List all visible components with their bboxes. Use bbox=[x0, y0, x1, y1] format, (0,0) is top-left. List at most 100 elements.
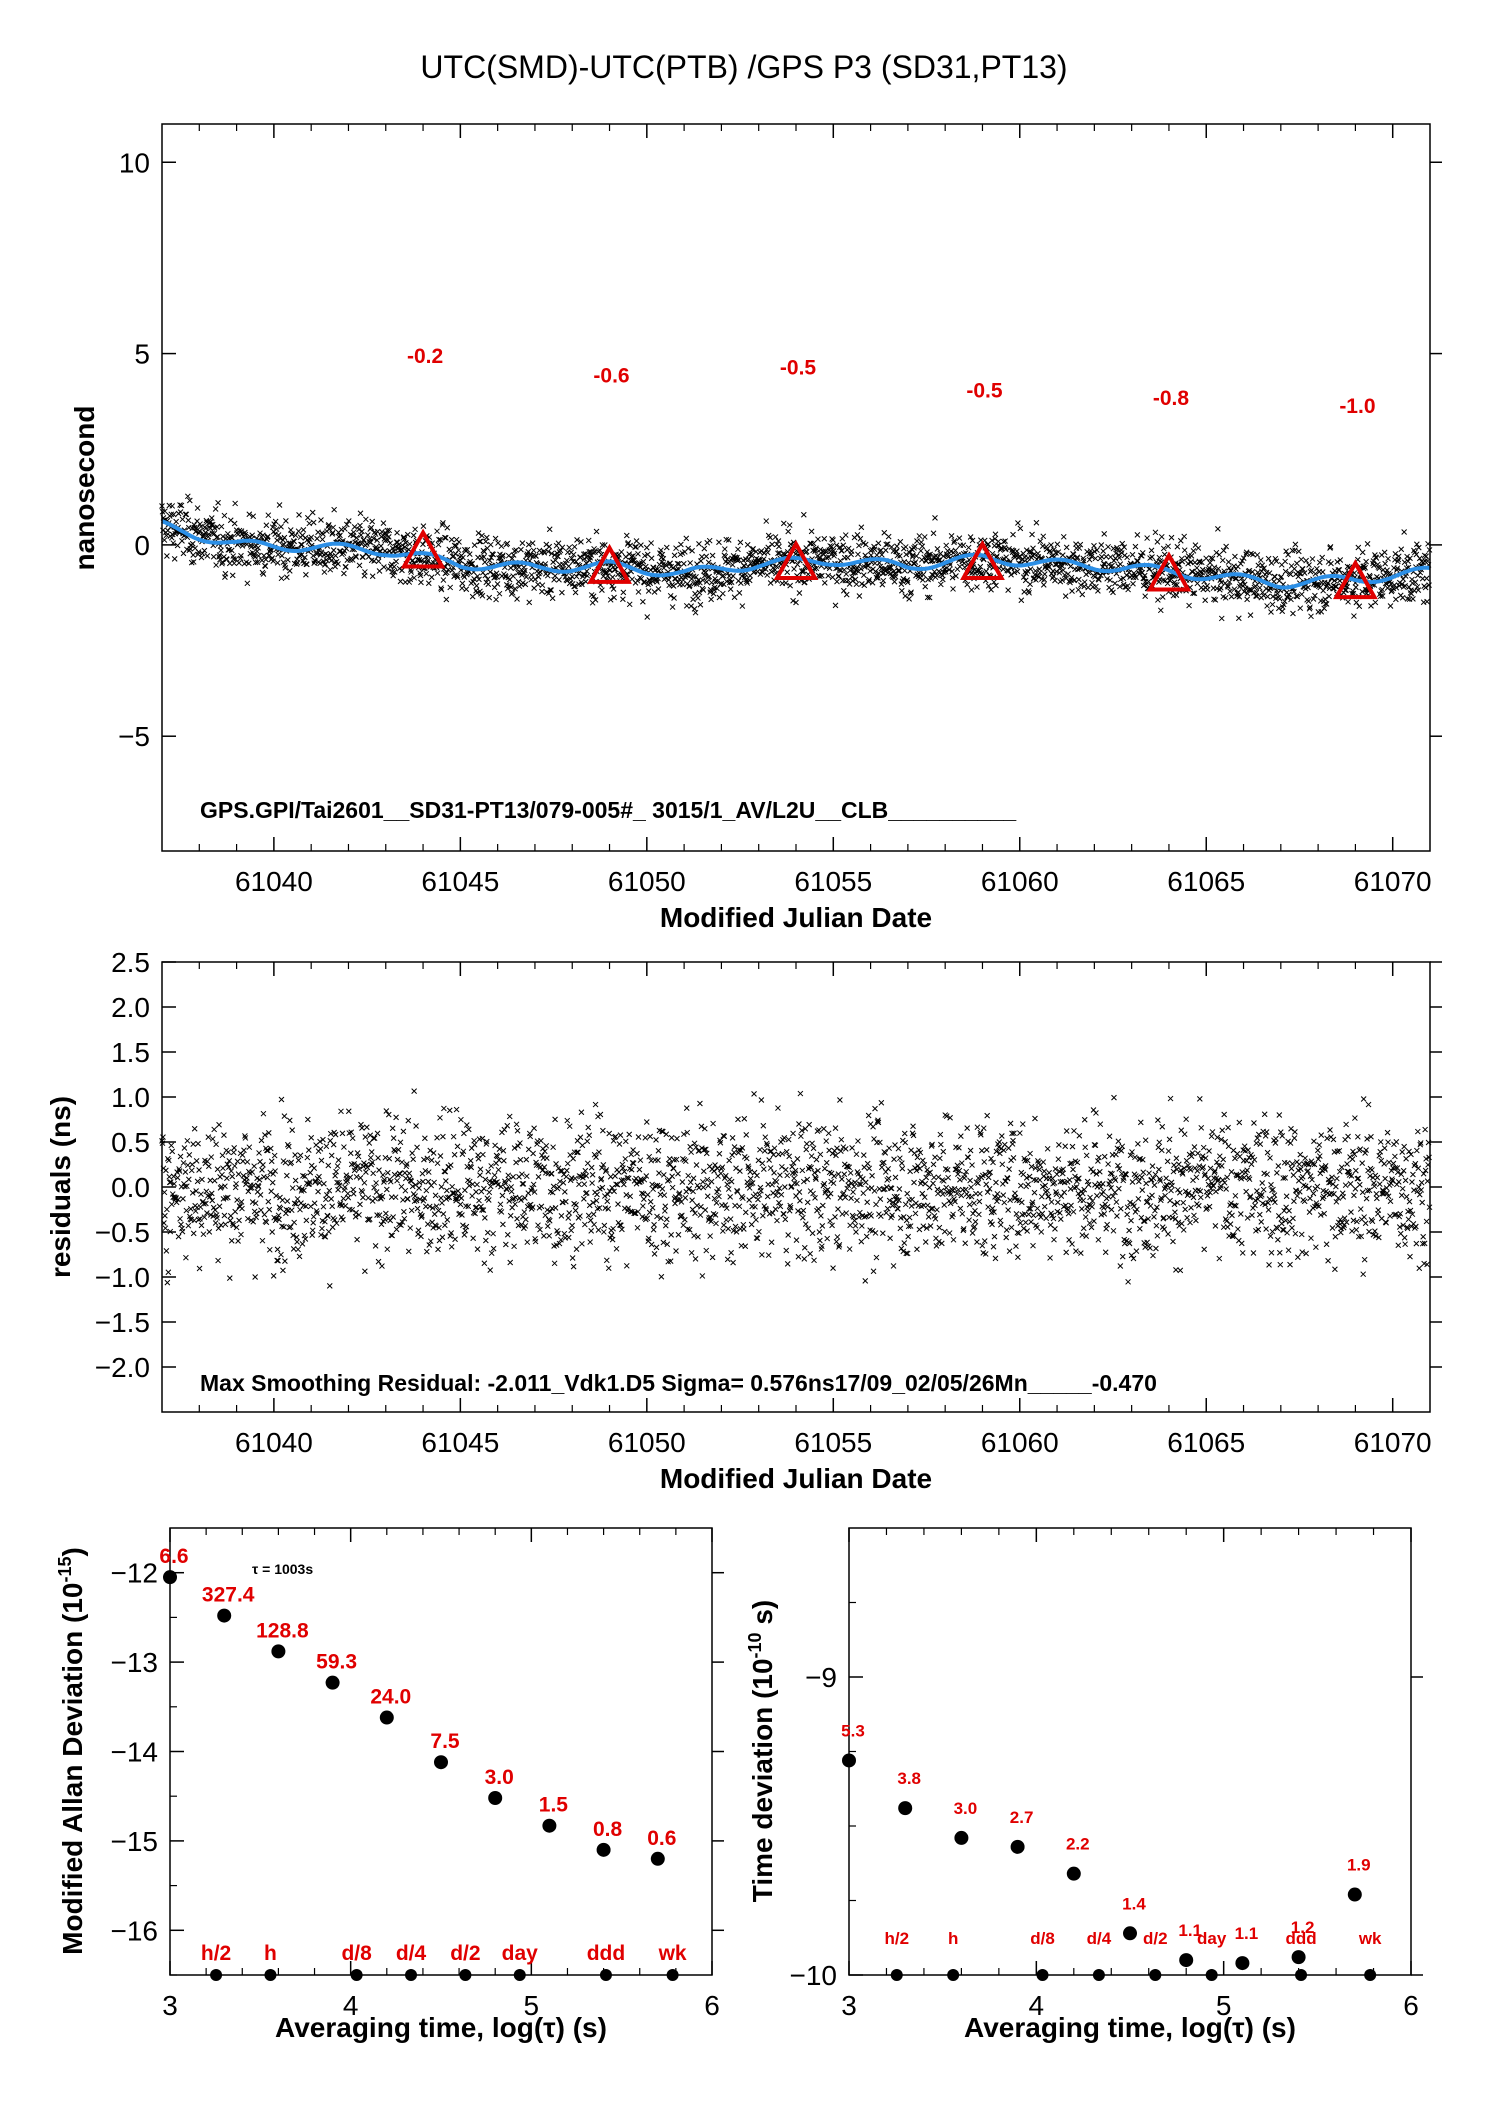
residual-point bbox=[585, 1124, 592, 1131]
residual-point bbox=[1252, 1202, 1258, 1209]
data-point bbox=[937, 581, 944, 588]
residual-point bbox=[824, 1186, 831, 1193]
data-point bbox=[775, 550, 781, 557]
data-point bbox=[535, 581, 541, 588]
data-point bbox=[1218, 615, 1225, 622]
residual-point bbox=[797, 1090, 804, 1097]
data-point bbox=[1112, 580, 1118, 587]
data-point bbox=[493, 596, 499, 603]
residual-point bbox=[462, 1187, 468, 1194]
residual-point bbox=[232, 1208, 239, 1215]
data-point bbox=[408, 569, 415, 575]
data-point bbox=[1268, 609, 1274, 615]
residual-point bbox=[256, 1176, 263, 1183]
residual-point bbox=[1187, 1219, 1193, 1226]
data-point bbox=[335, 561, 341, 567]
data-point bbox=[1142, 593, 1149, 600]
residual-point bbox=[1171, 1162, 1177, 1168]
data-point bbox=[825, 572, 832, 579]
data-point bbox=[545, 548, 552, 555]
residual-point bbox=[850, 1189, 856, 1195]
residual-point bbox=[295, 1157, 302, 1164]
residual-point bbox=[890, 1263, 897, 1269]
residual-point bbox=[296, 1253, 303, 1260]
residual-point bbox=[570, 1263, 577, 1270]
data-point bbox=[620, 596, 626, 603]
data-point bbox=[544, 572, 551, 579]
data-point bbox=[209, 521, 216, 528]
residual-point bbox=[374, 1130, 381, 1137]
data-point bbox=[848, 548, 855, 555]
data-point bbox=[1319, 569, 1326, 575]
data-point bbox=[320, 531, 326, 537]
residual-point bbox=[432, 1192, 439, 1199]
data-point bbox=[722, 553, 729, 560]
data-point bbox=[575, 570, 582, 577]
residual-point bbox=[1244, 1167, 1250, 1174]
data-point bbox=[406, 541, 413, 547]
residual-point bbox=[375, 1258, 382, 1265]
data-point bbox=[1292, 541, 1299, 548]
data-point bbox=[420, 541, 426, 548]
data-point bbox=[730, 573, 736, 579]
residual-point bbox=[1041, 1203, 1048, 1210]
residual-point bbox=[640, 1203, 646, 1209]
data-point bbox=[330, 524, 337, 531]
residual-point bbox=[1106, 1133, 1113, 1140]
data-point bbox=[572, 589, 579, 596]
residual-point bbox=[857, 1209, 863, 1216]
residual-point bbox=[499, 1192, 506, 1199]
data-point bbox=[1382, 560, 1388, 567]
residual-point bbox=[461, 1130, 467, 1137]
residual-point bbox=[1135, 1141, 1141, 1147]
residual-point bbox=[1078, 1206, 1085, 1212]
residual-point bbox=[711, 1168, 717, 1174]
residual-point bbox=[663, 1131, 670, 1138]
residual-point bbox=[280, 1267, 286, 1274]
residual-point bbox=[1016, 1130, 1023, 1136]
data-point bbox=[274, 537, 280, 544]
data-point bbox=[201, 547, 208, 554]
data-point bbox=[651, 589, 658, 595]
residual-point bbox=[546, 1232, 553, 1239]
residual-point bbox=[264, 1174, 271, 1181]
data-point bbox=[200, 532, 207, 539]
residual-point bbox=[825, 1193, 832, 1200]
data-point bbox=[571, 583, 577, 590]
residual-point bbox=[164, 1206, 170, 1213]
data-point bbox=[703, 553, 710, 560]
residual-point bbox=[330, 1141, 337, 1148]
data-point bbox=[188, 559, 195, 566]
residual-point bbox=[732, 1202, 738, 1209]
residual-point bbox=[1003, 1227, 1010, 1233]
residual-point bbox=[616, 1141, 623, 1147]
residual-points bbox=[159, 1088, 1433, 1289]
data-point bbox=[463, 586, 470, 593]
residual-point bbox=[340, 1195, 347, 1202]
residual-point bbox=[1057, 1216, 1064, 1222]
residual-point bbox=[185, 1222, 192, 1229]
residual-point bbox=[476, 1197, 482, 1204]
residual-point bbox=[648, 1241, 655, 1248]
residual-point bbox=[194, 1178, 201, 1185]
residual-point bbox=[184, 1137, 191, 1144]
data-point bbox=[1077, 541, 1084, 548]
residual-point bbox=[1212, 1223, 1219, 1229]
residual-point bbox=[921, 1161, 928, 1168]
data-point bbox=[695, 595, 701, 601]
data-point bbox=[799, 569, 806, 576]
residual-point bbox=[1025, 1211, 1032, 1218]
residual-point bbox=[477, 1166, 484, 1173]
residual-point bbox=[910, 1123, 916, 1130]
data-point bbox=[1353, 599, 1360, 606]
residual-point bbox=[781, 1135, 788, 1141]
data-point bbox=[832, 602, 839, 609]
residual-point bbox=[974, 1239, 980, 1245]
residual-point bbox=[842, 1146, 849, 1152]
data-point bbox=[762, 566, 769, 573]
residual-point bbox=[957, 1176, 963, 1183]
data-point bbox=[700, 587, 707, 593]
data-point bbox=[279, 552, 285, 559]
data-point bbox=[275, 532, 282, 538]
residual-point bbox=[379, 1263, 385, 1269]
